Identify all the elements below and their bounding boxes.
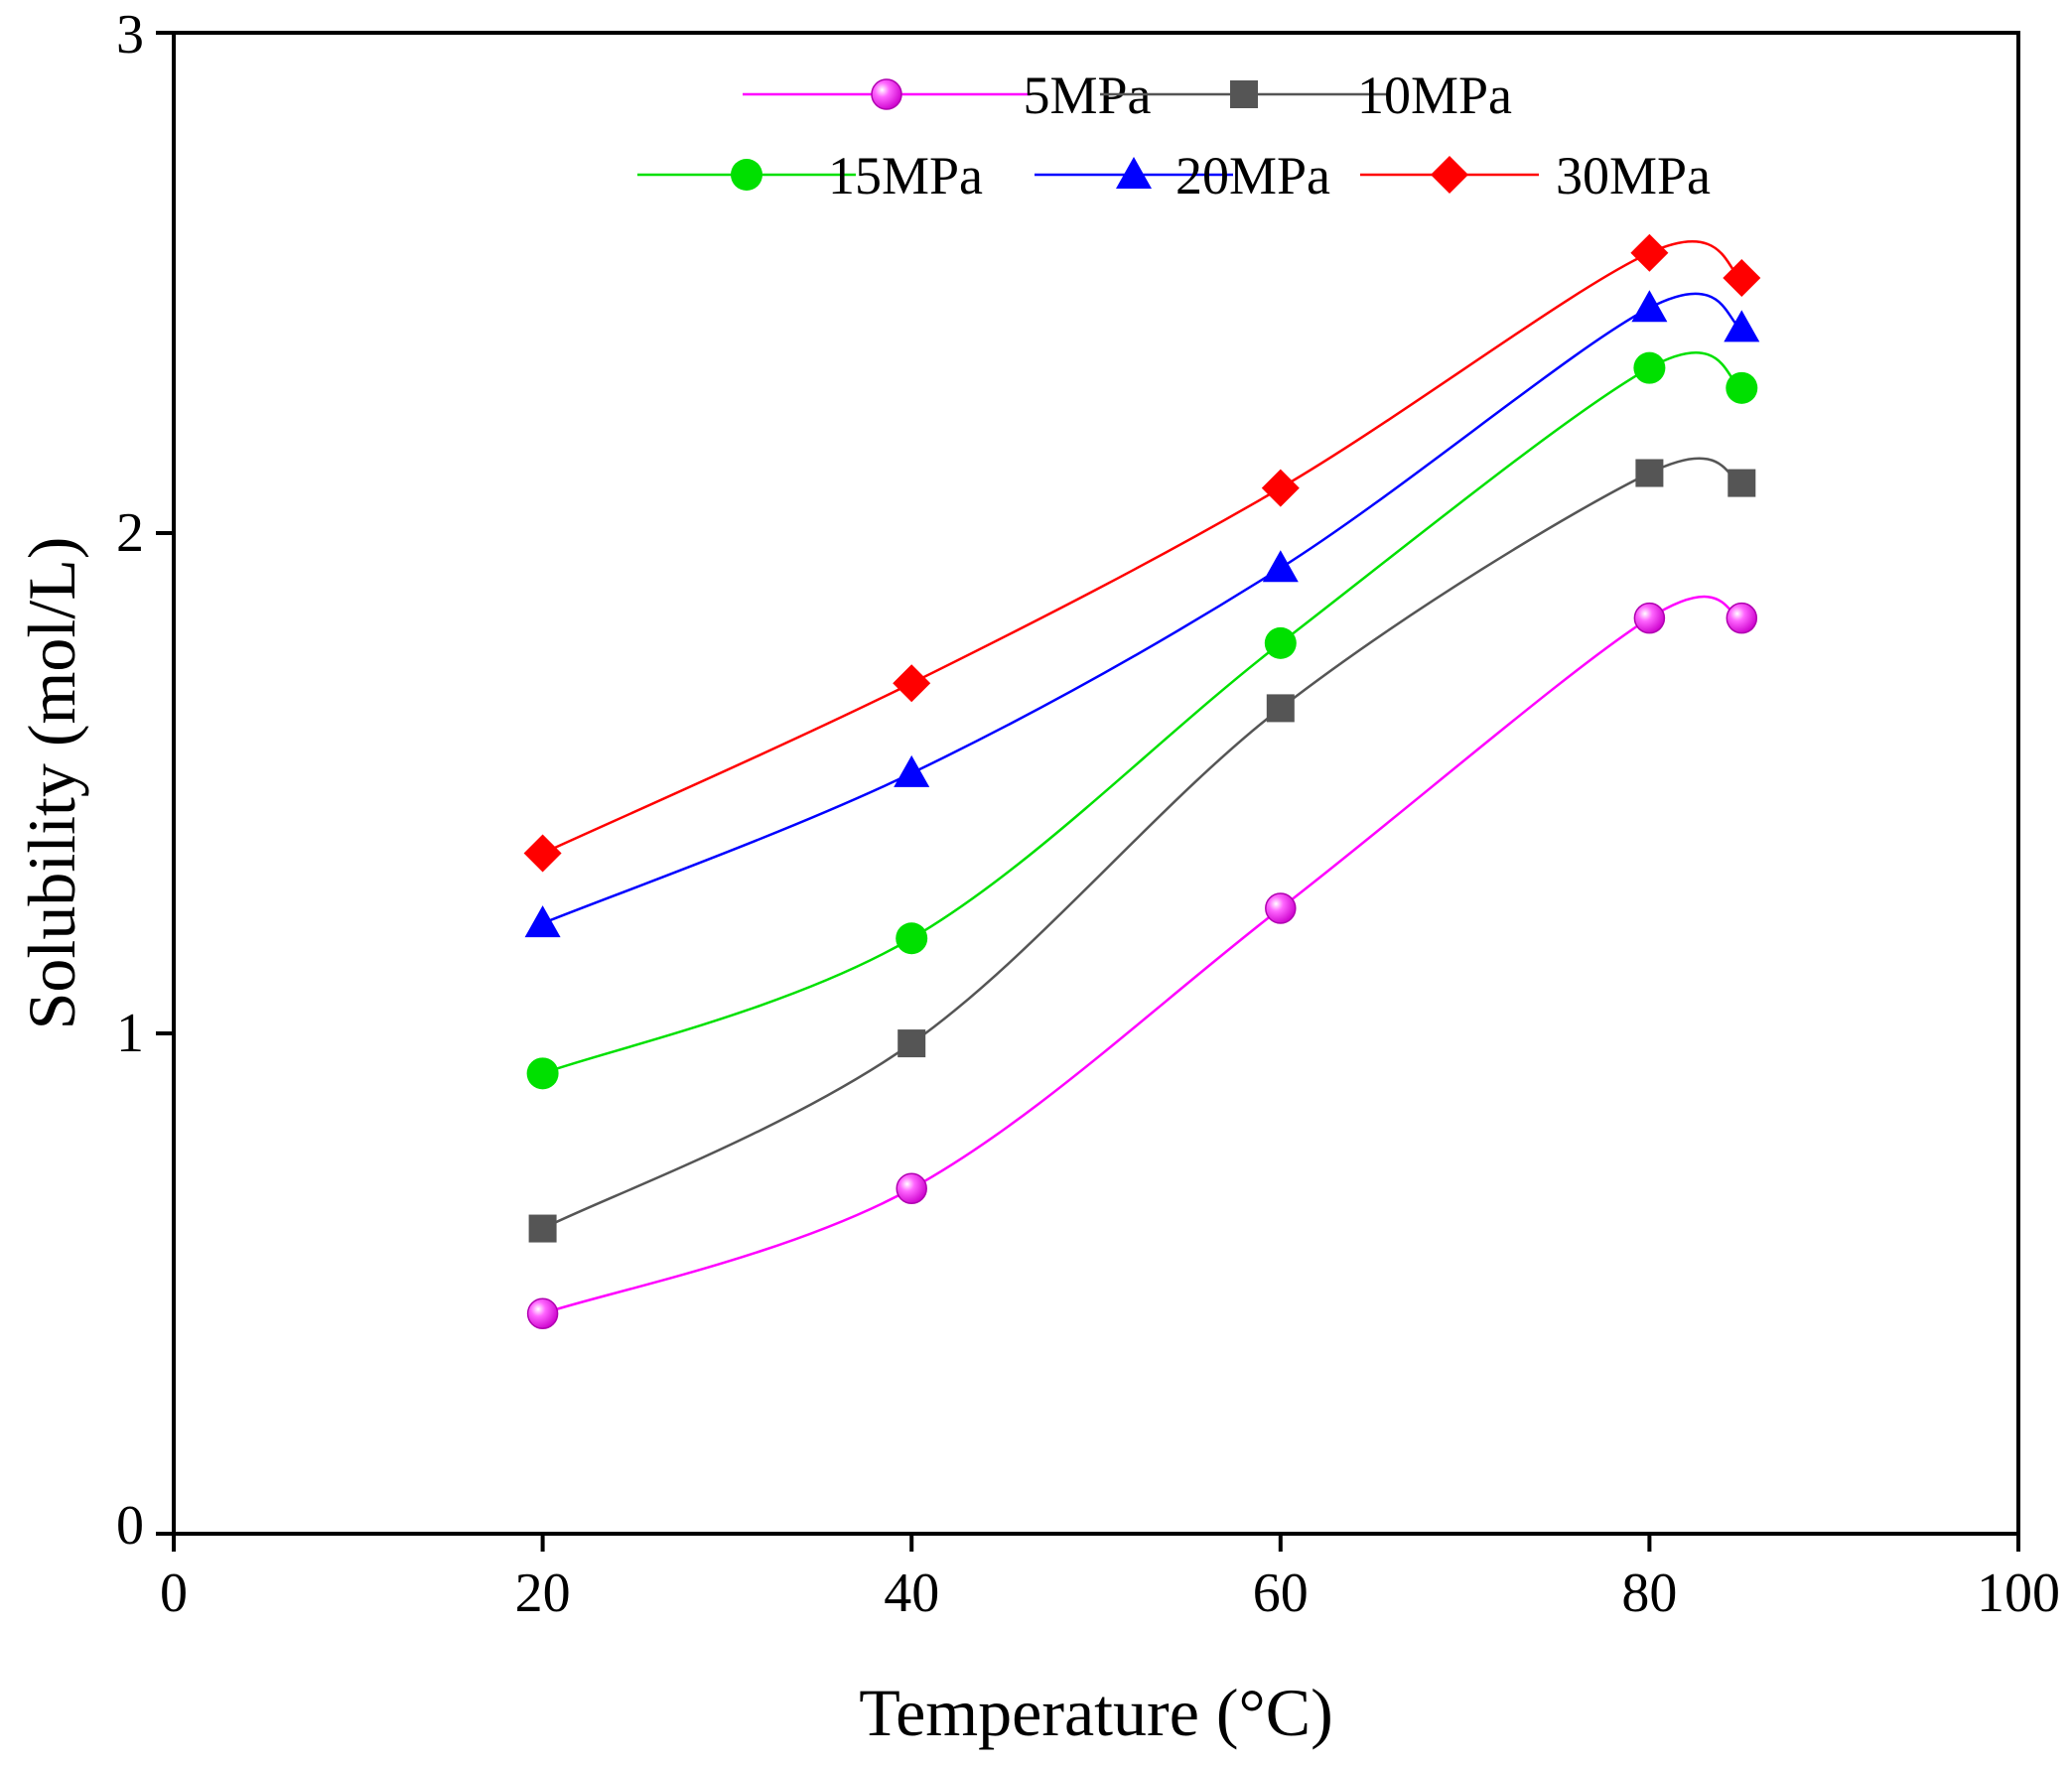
legend: 5MPa 10MPa 15MPa 20MPa 30MPa — [637, 66, 1711, 205]
data-point — [1264, 626, 1297, 659]
x-tick-label: 80 — [1621, 1563, 1677, 1624]
data-point — [1724, 310, 1760, 342]
data-point — [896, 922, 928, 955]
series-15MPa — [526, 351, 1758, 1090]
legend-item-20MPa: 20MPa — [1035, 146, 1330, 205]
series-line — [542, 292, 1742, 925]
legend-label: 15MPa — [828, 146, 983, 205]
y-tick-label: 2 — [116, 502, 144, 564]
data-point — [1633, 351, 1666, 384]
data-point — [1727, 469, 1756, 497]
legend-marker — [1116, 157, 1152, 189]
data-point — [1630, 233, 1669, 272]
series-line — [542, 595, 1742, 1315]
data-point — [1635, 459, 1664, 487]
data-point — [894, 754, 930, 787]
legend-marker — [731, 159, 762, 191]
y-tick-label: 3 — [116, 4, 144, 66]
data-point — [1633, 602, 1666, 634]
series-30MPa — [523, 233, 1761, 873]
x-tick-label: 60 — [1253, 1563, 1309, 1624]
legend-marker — [871, 78, 902, 110]
x-tick-label: 20 — [515, 1563, 571, 1624]
series-line — [542, 351, 1742, 1075]
data-point — [1262, 550, 1299, 583]
x-tick-label: 40 — [884, 1563, 939, 1624]
legend-item-5MPa: 5MPa — [743, 66, 1152, 125]
y-tick-label: 1 — [116, 1003, 144, 1064]
data-point — [1726, 371, 1758, 404]
x-tick-label: 100 — [1977, 1563, 2060, 1624]
series-line — [542, 457, 1742, 1230]
legend-marker — [1431, 156, 1468, 194]
data-point — [1266, 694, 1295, 723]
data-point — [528, 1214, 557, 1243]
legend-item-15MPa: 15MPa — [637, 146, 983, 205]
x-axis: 0 20 40 60 80 100 — [160, 1534, 2060, 1624]
legend-label: 10MPa — [1357, 66, 1512, 125]
x-tick-label: 0 — [160, 1563, 188, 1624]
data-point — [524, 905, 561, 938]
legend-item-10MPa: 10MPa — [1100, 66, 1512, 125]
data-point — [1723, 258, 1761, 297]
data-point — [1261, 469, 1300, 507]
legend-label: 30MPa — [1556, 146, 1711, 205]
legend-item-30MPa: 30MPa — [1360, 146, 1711, 205]
x-axis-title: Temperature (°C) — [859, 1675, 1332, 1750]
data-point — [898, 1029, 926, 1058]
series-layer — [523, 233, 1761, 1329]
data-point — [896, 1172, 927, 1204]
data-point — [523, 834, 562, 873]
plot-frame — [172, 31, 2020, 1536]
data-point — [1631, 290, 1668, 323]
y-tick-label: 0 — [116, 1495, 144, 1557]
data-point — [526, 1057, 559, 1090]
data-point — [1726, 602, 1758, 634]
series-line — [542, 239, 1742, 855]
y-axis: 0 1 2 3 — [116, 4, 174, 1557]
data-point — [1265, 892, 1297, 924]
series-10MPa — [528, 457, 1756, 1243]
series-20MPa — [524, 290, 1760, 938]
y-axis-title: Solubility (mol/L) — [14, 537, 89, 1030]
legend-marker — [1230, 80, 1258, 108]
data-point — [893, 664, 931, 703]
legend-label: 20MPa — [1175, 146, 1330, 205]
series-5MPa — [526, 595, 1758, 1329]
data-point — [526, 1297, 559, 1329]
